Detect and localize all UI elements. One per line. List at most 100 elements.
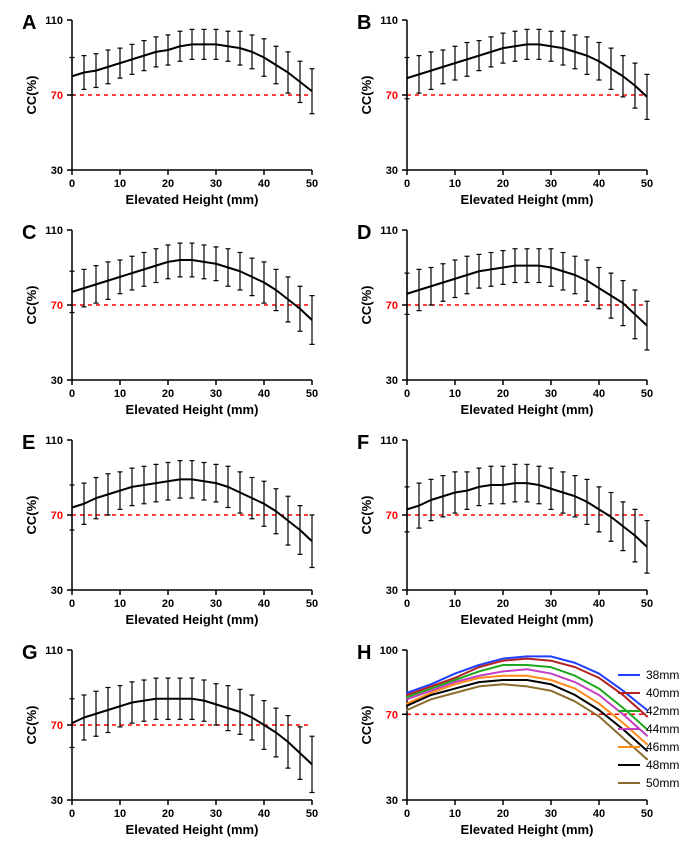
figure-root: A010203040503070110Elevated Height (mm)C…: [0, 0, 685, 858]
legend-item: 38mm: [618, 668, 679, 682]
svg-text:40: 40: [258, 808, 270, 820]
svg-text:110: 110: [380, 435, 398, 447]
legend-label: 48mm: [646, 758, 679, 772]
svg-text:CC(%): CC(%): [359, 496, 374, 535]
legend-swatch: [618, 746, 640, 748]
svg-text:Elevated Height (mm): Elevated Height (mm): [126, 402, 259, 417]
panel-G: 010203040503070110Elevated Height (mm)CC…: [20, 640, 320, 840]
svg-text:50: 50: [641, 808, 653, 820]
svg-text:0: 0: [69, 388, 75, 400]
svg-text:110: 110: [45, 225, 63, 237]
legend-item: 50mm: [618, 776, 679, 790]
legend-swatch: [618, 674, 640, 676]
legend-swatch: [618, 728, 640, 730]
svg-text:70: 70: [51, 300, 63, 312]
svg-text:40: 40: [258, 598, 270, 610]
svg-text:70: 70: [386, 510, 398, 522]
legend-item: 46mm: [618, 740, 679, 754]
legend-item: 40mm: [618, 686, 679, 700]
svg-text:10: 10: [114, 178, 126, 190]
svg-text:CC(%): CC(%): [359, 286, 374, 325]
svg-text:110: 110: [380, 15, 398, 27]
svg-text:110: 110: [45, 15, 63, 27]
svg-text:70: 70: [386, 709, 398, 721]
svg-text:30: 30: [51, 795, 63, 807]
panel-B: 010203040503070110Elevated Height (mm)CC…: [355, 10, 655, 210]
svg-text:30: 30: [210, 178, 222, 190]
svg-text:30: 30: [386, 795, 398, 807]
svg-text:40: 40: [593, 178, 605, 190]
svg-text:0: 0: [69, 808, 75, 820]
svg-text:30: 30: [386, 165, 398, 177]
svg-text:CC(%): CC(%): [24, 286, 39, 325]
svg-text:20: 20: [162, 598, 174, 610]
panel-C: 010203040503070110Elevated Height (mm)CC…: [20, 220, 320, 420]
svg-text:30: 30: [51, 375, 63, 387]
svg-text:10: 10: [114, 808, 126, 820]
svg-text:0: 0: [69, 598, 75, 610]
svg-text:50: 50: [306, 598, 318, 610]
svg-text:30: 30: [545, 178, 557, 190]
svg-text:20: 20: [497, 388, 509, 400]
svg-text:CC(%): CC(%): [359, 76, 374, 115]
svg-text:20: 20: [497, 178, 509, 190]
svg-text:Elevated Height (mm): Elevated Height (mm): [461, 612, 594, 627]
legend-item: 48mm: [618, 758, 679, 772]
svg-text:30: 30: [386, 375, 398, 387]
svg-text:50: 50: [306, 178, 318, 190]
legend-swatch: [618, 782, 640, 784]
svg-text:Elevated Height (mm): Elevated Height (mm): [461, 192, 594, 207]
svg-text:10: 10: [114, 388, 126, 400]
svg-text:50: 50: [641, 598, 653, 610]
svg-text:CC(%): CC(%): [359, 706, 374, 745]
svg-text:110: 110: [45, 645, 63, 657]
legend-swatch: [618, 764, 640, 766]
svg-text:30: 30: [210, 598, 222, 610]
svg-text:Elevated Height (mm): Elevated Height (mm): [126, 822, 259, 837]
svg-text:0: 0: [404, 178, 410, 190]
svg-text:20: 20: [162, 808, 174, 820]
legend-item: 44mm: [618, 722, 679, 736]
svg-text:Elevated Height (mm): Elevated Height (mm): [461, 402, 594, 417]
svg-text:20: 20: [497, 598, 509, 610]
svg-text:40: 40: [258, 178, 270, 190]
svg-text:30: 30: [210, 388, 222, 400]
svg-text:50: 50: [306, 388, 318, 400]
svg-text:30: 30: [210, 808, 222, 820]
legend-label: 44mm: [646, 722, 679, 736]
legend: 38mm 40mm 42mm 44mm 46mm 48mm 50mm: [618, 668, 679, 794]
legend-item: 42mm: [618, 704, 679, 718]
svg-text:Elevated Height (mm): Elevated Height (mm): [126, 612, 259, 627]
svg-text:Elevated Height (mm): Elevated Height (mm): [126, 192, 259, 207]
svg-text:40: 40: [593, 598, 605, 610]
svg-text:0: 0: [404, 808, 410, 820]
svg-text:50: 50: [641, 388, 653, 400]
svg-text:40: 40: [593, 808, 605, 820]
svg-text:10: 10: [449, 808, 461, 820]
svg-text:100: 100: [380, 645, 398, 657]
svg-text:70: 70: [386, 90, 398, 102]
legend-label: 50mm: [646, 776, 679, 790]
legend-label: 40mm: [646, 686, 679, 700]
svg-text:70: 70: [51, 510, 63, 522]
svg-text:30: 30: [545, 598, 557, 610]
svg-text:Elevated Height (mm): Elevated Height (mm): [461, 822, 594, 837]
panel-F: 0 10 20 30 40 50 30 70 110 Elevated Height (mm) CC…: [355, 430, 655, 630]
svg-text:0: 0: [69, 178, 75, 190]
svg-text:50: 50: [641, 178, 653, 190]
svg-text:10: 10: [449, 388, 461, 400]
panel-A: 010203040503070110Elevated Height (mm)CC…: [20, 10, 320, 210]
svg-text:10: 10: [449, 598, 461, 610]
svg-text:70: 70: [51, 90, 63, 102]
svg-text:20: 20: [497, 808, 509, 820]
svg-text:0: 0: [404, 388, 410, 400]
legend-label: 42mm: [646, 704, 679, 718]
svg-text:CC(%): CC(%): [24, 706, 39, 745]
svg-text:0: 0: [404, 598, 410, 610]
svg-text:CC(%): CC(%): [24, 76, 39, 115]
svg-text:70: 70: [386, 300, 398, 312]
svg-text:40: 40: [258, 388, 270, 400]
legend-swatch: [618, 692, 640, 694]
svg-text:30: 30: [386, 585, 398, 597]
legend-swatch: [618, 710, 640, 712]
